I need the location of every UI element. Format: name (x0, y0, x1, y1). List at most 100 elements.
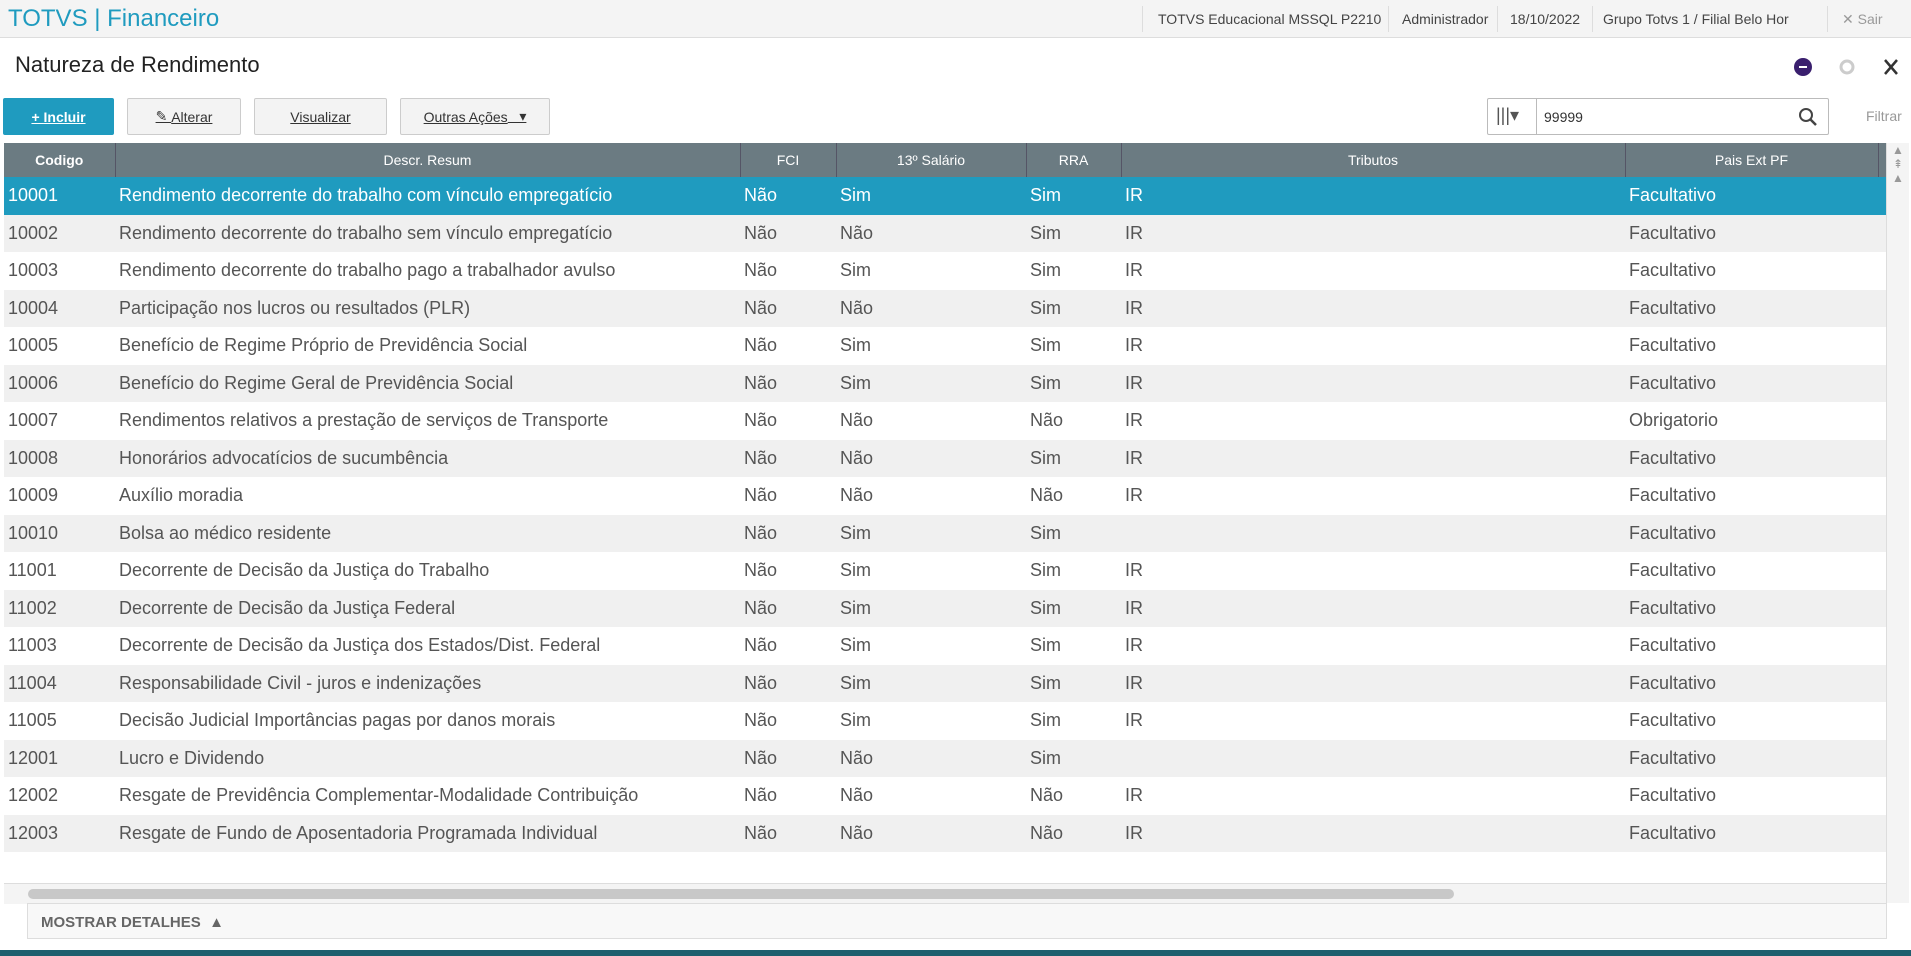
table-row[interactable]: 10006 Benefício do Regime Geral de Previd… (4, 364, 1886, 402)
button[interactable]: Outras Ações ▾ (400, 98, 550, 135)
table-cell (1878, 702, 1886, 740)
button-label[interactable]: Visualizar (290, 108, 351, 125)
table-cell: Não (836, 439, 1026, 477)
scroll-thumb[interactable] (28, 889, 1454, 899)
table-cell: Não (744, 485, 778, 506)
table-cell: Facultativo (1629, 260, 1717, 281)
column-header: Tributos (1121, 143, 1626, 177)
search-value[interactable]: 99999 (1544, 109, 1583, 125)
table-cell: Sim (836, 589, 1026, 627)
table-cell: 10001 (4, 177, 115, 215)
table-cell: Sim (840, 710, 871, 731)
button-label[interactable]: Incluir (43, 108, 86, 125)
table-cell (1878, 289, 1886, 327)
table-cell: Facultativo (1625, 814, 1878, 852)
details-bar[interactable]: MOSTRAR DETALHES ▲ (27, 903, 1887, 939)
table-row[interactable]: 10002 Rendimento decorrente do trabalho s… (4, 214, 1886, 252)
table-row[interactable]: 10005 Benefício de Regime Próprio de Prev… (4, 327, 1886, 365)
table-cell: Não (1030, 485, 1064, 506)
table-row[interactable]: 11005 Decisão Judicial Importâncias pagas… (4, 702, 1886, 740)
table-cell (1878, 402, 1886, 440)
table-row[interactable]: 11004 Responsabilidade Civil - juros e in… (4, 664, 1886, 702)
table-cell: Sim (1030, 260, 1061, 281)
table-cell: Sim (840, 260, 871, 281)
table-cell: Sim (1026, 214, 1121, 252)
table-cell (1878, 664, 1886, 702)
table-cell (1878, 214, 1886, 252)
table-cell (1878, 477, 1886, 515)
table-cell: IR (1121, 289, 1625, 327)
table-cell: 10005 (8, 335, 59, 356)
table-cell: Decorrente de Decisão da Justiça do Trab… (119, 560, 490, 581)
table-cell: IR (1121, 214, 1625, 252)
table-cell: Facultativo (1625, 364, 1878, 402)
table-cell: Benefício do Regime Geral de Previdência… (115, 364, 740, 402)
table-row[interactable]: 10004 Participação nos lucros ou resultad… (4, 289, 1886, 327)
table-cell: 12003 (4, 814, 115, 852)
table-row[interactable]: 10003 Rendimento decorrente do trabalho p… (4, 252, 1886, 290)
table-cell: Não (740, 289, 836, 327)
table-cell: Não (744, 785, 778, 806)
table-cell: Não (836, 214, 1026, 252)
columns-icon[interactable]: |||▾ (1496, 105, 1520, 125)
filter-link[interactable]: Filtrar (1866, 108, 1902, 124)
table-cell (1878, 814, 1886, 852)
button[interactable]: + Incluir (3, 98, 114, 135)
table-cell: 11004 (4, 664, 115, 702)
separator (1388, 6, 1389, 32)
button[interactable]: Visualizar (254, 98, 387, 135)
table-row[interactable]: 12002 Resgate de Previdência Complementar… (4, 777, 1886, 815)
table-cell: Não (840, 785, 874, 806)
table: Codigo Descr. Resum FCI 13º Salário RRA Tribu… (4, 143, 1886, 852)
details-toggle[interactable]: MOSTRAR DETALHES ▲ (41, 914, 224, 931)
search-box[interactable]: |||▾ 99999 (1487, 98, 1829, 135)
table-cell: IR (1125, 710, 1143, 731)
search-icon[interactable] (1798, 107, 1818, 127)
column-header: Descr. Resum (115, 143, 741, 177)
table-cell: Facultativo (1629, 635, 1717, 656)
vertical-scrollbar[interactable]: ▲ ⇞ ▲ (1886, 143, 1909, 903)
table-row[interactable]: 10010 Bolsa ao médico residente Não Sim Sim F… (4, 514, 1886, 552)
exit-label[interactable]: Sair (1857, 11, 1883, 27)
table-cell: IR (1125, 410, 1143, 431)
separator (1592, 6, 1593, 32)
button-label[interactable]: Alterar (171, 108, 213, 125)
table-row[interactable]: 10007 Rendimentos relativos a prestação d… (4, 402, 1886, 440)
table-row[interactable]: 10009 Auxílio moradia Não Não Não IR Facultati… (4, 477, 1886, 515)
table-cell: IR (1125, 260, 1143, 281)
table-cell: Auxílio moradia (119, 485, 244, 506)
table-cell: Facultativo (1629, 335, 1717, 356)
table-cell: Não (740, 589, 836, 627)
table-row[interactable]: 10001 Rendimento decorrente do trabalho c… (4, 177, 1886, 215)
table-row[interactable]: 12001 Lucro e Dividendo Não Não Sim Facultati… (4, 739, 1886, 777)
table-cell: Rendimentos relativos a prestação de ser… (119, 410, 609, 431)
table-cell: Facultativo (1625, 177, 1878, 215)
table-cell: Sim (1026, 177, 1121, 215)
table-cell: 10008 (4, 439, 115, 477)
table-cell: Sim (840, 335, 871, 356)
table-cell: Facultativo (1625, 739, 1878, 777)
table-cell: Decorrente de Decisão da Justiça dos Est… (119, 635, 601, 656)
button[interactable]: ✎ Alterar (127, 98, 241, 135)
table-cell: Não (744, 410, 778, 431)
table-cell: 10004 (4, 289, 115, 327)
horizontal-scrollbar[interactable] (4, 883, 1886, 904)
details-label[interactable]: MOSTRAR DETALHES (41, 914, 201, 931)
button-label[interactable]: Outras Ações (423, 108, 508, 125)
exit[interactable]: ✕ Sair (1842, 11, 1883, 27)
table-row[interactable]: 11002 Decorrente de Decisão da Justiça Fe… (4, 589, 1886, 627)
table-cell: Não (740, 664, 836, 702)
table-row[interactable]: 11003 Decorrente de Decisão da Justiça do… (4, 627, 1886, 665)
table-cell: Não (740, 214, 836, 252)
table-cell (1878, 439, 1886, 477)
table-cell: Sim (1030, 635, 1061, 656)
table-row[interactable]: 10008 Honorários advocatícios de sucumbên… (4, 439, 1886, 477)
table-row[interactable]: 11001 Decorrente de Decisão da Justiça do… (4, 552, 1886, 590)
table-cell: Não (744, 560, 778, 581)
table-row[interactable]: 12003 Resgate de Fundo de Aposentadoria P… (4, 814, 1886, 852)
table-cell: Não (740, 514, 836, 552)
table-cell: Facultativo (1629, 485, 1717, 506)
table-cell: IR (1125, 560, 1143, 581)
separator (1497, 6, 1498, 32)
table-cell: Facultativo (1625, 289, 1878, 327)
